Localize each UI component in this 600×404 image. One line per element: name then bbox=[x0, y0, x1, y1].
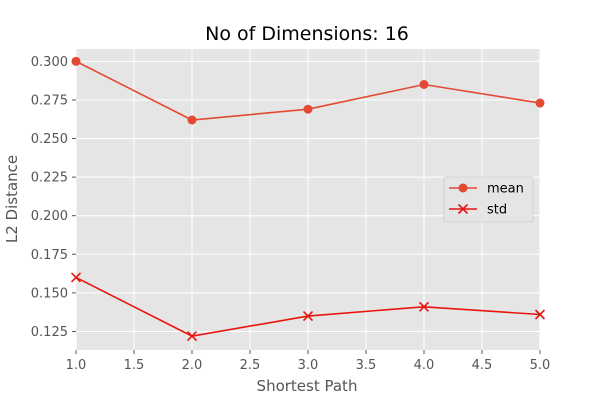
x-tick-label: 1.0 bbox=[66, 358, 87, 373]
x-tick-label: 3.5 bbox=[356, 358, 377, 373]
y-tick-label: 0.250 bbox=[31, 132, 68, 147]
data-point-mean bbox=[535, 98, 545, 108]
x-marker-stroke bbox=[70, 272, 82, 283]
y-tick-label: 0.150 bbox=[31, 286, 68, 301]
series-group bbox=[70, 56, 546, 342]
data-point-std bbox=[186, 331, 198, 342]
y-tick-label: 0.175 bbox=[31, 248, 68, 263]
data-point-std bbox=[70, 272, 82, 283]
x-tick-label: 1.5 bbox=[124, 358, 145, 373]
x-tick-label: 2.0 bbox=[182, 358, 203, 373]
x-marker-stroke bbox=[418, 301, 430, 312]
data-point-mean bbox=[303, 104, 313, 114]
y-axis-label: L2 Distance bbox=[3, 155, 21, 243]
x-marker-stroke bbox=[534, 309, 546, 320]
legend-label: mean bbox=[487, 182, 524, 197]
y-tick-label: 0.200 bbox=[31, 209, 68, 224]
legend-marker bbox=[457, 203, 469, 215]
x-tick-label: 4.5 bbox=[472, 358, 493, 373]
x-marker-stroke bbox=[457, 203, 469, 215]
y-tick-label: 0.275 bbox=[31, 93, 68, 108]
legend-item-mean: mean bbox=[449, 182, 524, 197]
data-point-mean bbox=[419, 80, 429, 90]
x-marker-stroke bbox=[186, 331, 198, 342]
y-tick-label: 0.300 bbox=[31, 55, 68, 70]
data-point-mean bbox=[187, 115, 197, 125]
data-point-std bbox=[302, 310, 314, 322]
x-tick-label: 5.0 bbox=[530, 358, 551, 373]
y-tick-label: 0.125 bbox=[31, 325, 68, 340]
chart-title: No of Dimensions: 16 bbox=[205, 23, 409, 45]
data-point-std bbox=[534, 309, 546, 320]
x-axis-label: Shortest Path bbox=[257, 377, 358, 395]
series-std bbox=[70, 272, 546, 342]
legend-label: std bbox=[487, 203, 507, 218]
data-point-mean bbox=[71, 56, 81, 66]
x-marker-stroke bbox=[302, 310, 314, 322]
data-point-std bbox=[418, 301, 430, 312]
x-tick-label: 3.0 bbox=[298, 358, 319, 373]
legend-marker bbox=[458, 183, 468, 193]
y-tick-label: 0.225 bbox=[31, 171, 68, 186]
series-mean bbox=[71, 56, 545, 125]
x-tick-label: 2.5 bbox=[240, 358, 261, 373]
legend: mean std bbox=[443, 176, 534, 223]
legend-item-std: std bbox=[449, 203, 507, 218]
x-tick-label: 4.0 bbox=[414, 358, 435, 373]
